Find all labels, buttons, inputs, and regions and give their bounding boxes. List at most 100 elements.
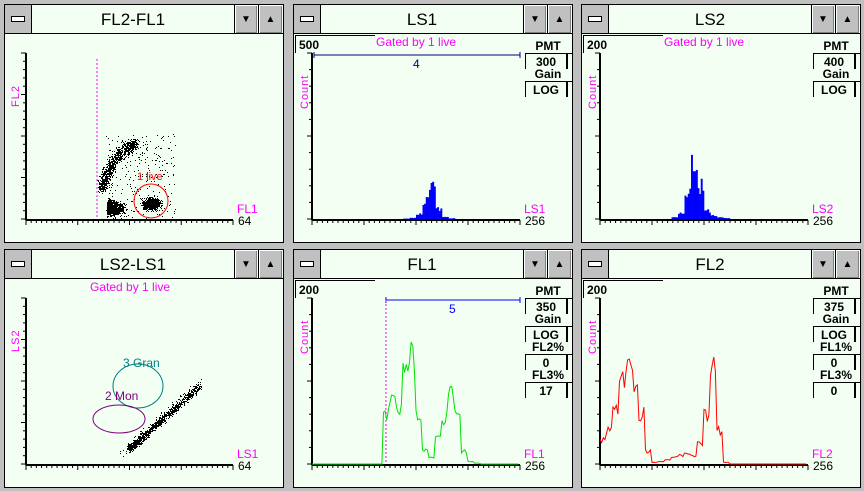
scroll-up-button[interactable]: ▲ <box>258 5 282 33</box>
plot-area[interactable]: FL2 256 Count 200 PMT 375 Gain LOG FL1% 0 FL3% 0 <box>582 279 860 487</box>
event-dot <box>134 139 135 140</box>
control-value-fl3-pct[interactable]: 0 <box>813 382 855 398</box>
control-value-pmt[interactable]: 350 <box>525 298 567 314</box>
plot-canvas[interactable] <box>294 34 572 242</box>
scroll-up-button[interactable]: ▲ <box>835 250 859 278</box>
event-dot <box>143 205 144 206</box>
minimize-button[interactable] <box>294 250 321 278</box>
plot-area[interactable]: FL1256Count5:CV=19.0 Area=5045 Peak=116 … <box>294 279 572 487</box>
y-axis-max[interactable]: 500 <box>295 35 375 53</box>
control-value-fl2-pct[interactable]: 0 <box>525 354 567 370</box>
minimize-button[interactable] <box>5 5 32 33</box>
event-dot <box>164 414 165 415</box>
scroll-up-button[interactable]: ▲ <box>835 5 859 33</box>
spin-button[interactable] <box>855 53 860 69</box>
event-dot <box>104 186 105 187</box>
event-dot <box>146 174 147 175</box>
event-dot <box>116 147 117 148</box>
histogram-bar <box>684 195 687 219</box>
event-dot <box>189 391 190 392</box>
event-dot <box>127 143 128 144</box>
event-dot <box>147 432 148 433</box>
scroll-down-button[interactable]: ▼ <box>523 250 546 278</box>
event-dot <box>128 153 129 154</box>
event-dot <box>152 201 153 202</box>
y-axis-max[interactable]: 200 <box>583 280 663 298</box>
event-dot <box>164 418 165 419</box>
control-value-fl3-pct[interactable]: 17 <box>525 382 567 398</box>
event-dot <box>158 421 159 422</box>
event-dot <box>115 165 116 166</box>
scroll-up-button[interactable]: ▲ <box>547 5 571 33</box>
spin-button[interactable] <box>567 298 572 314</box>
event-dot <box>151 203 152 204</box>
spin-button[interactable] <box>567 354 572 370</box>
event-dot <box>199 387 200 388</box>
spin-button[interactable] <box>567 53 572 69</box>
control-value-gain[interactable]: LOG <box>525 326 567 342</box>
control-value-fl1-pct[interactable]: 0 <box>813 354 855 370</box>
event-dot <box>119 204 120 205</box>
spin-button[interactable] <box>855 354 860 370</box>
event-dot <box>122 211 123 212</box>
scroll-down-button[interactable]: ▼ <box>811 5 834 33</box>
y-axis-max[interactable]: 200 <box>583 35 663 53</box>
spin-button[interactable] <box>855 326 860 342</box>
plot-canvas[interactable] <box>294 279 572 487</box>
spin-button[interactable] <box>567 326 572 342</box>
plot-canvas[interactable] <box>582 279 860 487</box>
region-2-mon[interactable] <box>92 404 146 434</box>
plot-canvas[interactable] <box>5 279 283 487</box>
spin-button[interactable] <box>855 298 860 314</box>
scroll-up-button[interactable]: ▲ <box>547 250 571 278</box>
event-dot <box>113 209 114 210</box>
event-dot <box>191 394 192 395</box>
event-dot <box>112 196 113 197</box>
control-value-gain[interactable]: LOG <box>813 326 855 342</box>
scroll-down-button[interactable]: ▼ <box>523 5 546 33</box>
control-value-pmt[interactable]: 300 <box>525 53 567 69</box>
minimize-button[interactable] <box>582 5 609 33</box>
event-dot <box>153 206 154 207</box>
event-dot <box>139 446 140 447</box>
event-dot <box>100 184 101 185</box>
minimize-button[interactable] <box>582 250 609 278</box>
event-dot <box>182 402 183 403</box>
scroll-down-button[interactable]: ▼ <box>234 5 257 33</box>
spin-button[interactable] <box>567 382 572 398</box>
histogram-bar <box>432 181 435 219</box>
scroll-down-button[interactable]: ▼ <box>811 250 834 278</box>
event-dot <box>125 151 126 152</box>
spin-button[interactable] <box>855 81 860 97</box>
plot-canvas[interactable] <box>582 34 860 242</box>
plot-area[interactable]: Gated by 1 liveLS1256Count4:CV=9.2 Area=… <box>294 34 572 242</box>
event-dot <box>110 169 111 170</box>
minimize-button[interactable] <box>294 5 321 33</box>
event-dot <box>126 204 127 205</box>
event-dot <box>196 394 197 395</box>
minimize-button[interactable] <box>5 250 32 278</box>
control-value-pmt[interactable]: 375 <box>813 298 855 314</box>
control-value-gain[interactable]: LOG <box>813 81 855 97</box>
event-dot <box>142 155 143 156</box>
control-value-gain[interactable]: LOG <box>525 81 567 97</box>
event-dot <box>113 167 114 168</box>
y-axis-max[interactable]: 200 <box>295 280 375 298</box>
scroll-up-button[interactable]: ▲ <box>258 250 282 278</box>
event-dot <box>136 147 137 148</box>
plot-canvas[interactable] <box>5 34 283 242</box>
spin-button[interactable] <box>567 81 572 97</box>
event-dot <box>113 161 114 162</box>
region-3-gran[interactable] <box>112 363 164 409</box>
region-1-live[interactable] <box>133 183 169 219</box>
scroll-down-button[interactable]: ▼ <box>234 250 257 278</box>
event-dot <box>136 447 137 448</box>
plot-area[interactable]: Gated by 1 live LS2 256 Count 200 PMT 400 Gain L… <box>582 34 860 242</box>
event-dot <box>120 209 121 210</box>
event-dot <box>128 449 129 450</box>
control-value-pmt[interactable]: 400 <box>813 53 855 69</box>
spin-button[interactable] <box>855 382 860 398</box>
event-dot <box>136 145 137 146</box>
